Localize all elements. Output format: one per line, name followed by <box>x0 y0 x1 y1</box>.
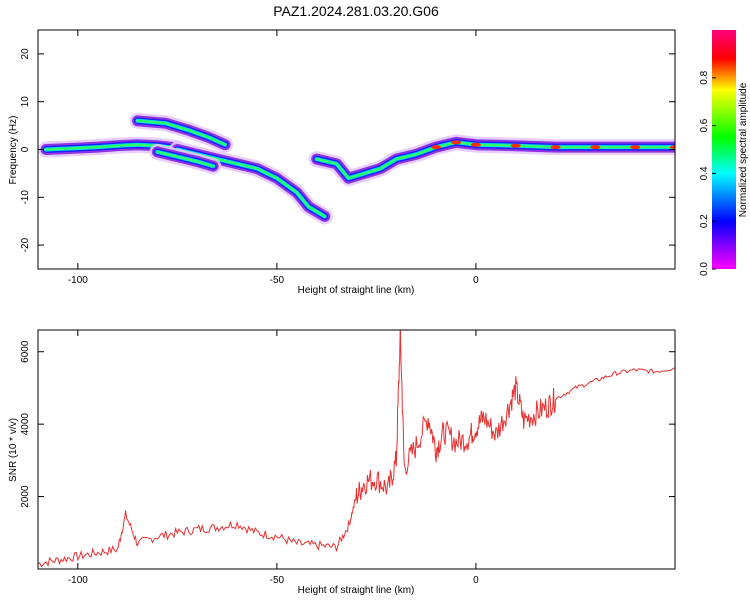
snr-ylabel: SNR (10 * v/v) <box>8 418 19 482</box>
colorbar-tick-label: 0.4 <box>699 166 710 180</box>
heatmap-ytick-label: 20 <box>20 48 31 60</box>
heatmap-xlabel: Height of straight line (km) <box>298 285 415 296</box>
snr-chart: -100 -50 0 2000 4000 6000 Height of straight … <box>8 329 676 596</box>
heatmap-xtick-label: -50 <box>270 275 285 286</box>
heatmap-ytick-label: -20 <box>20 237 31 252</box>
snr-ytick-label: 6000 <box>20 340 31 363</box>
colorbar-ticks: 0.0 0.2 0.4 0.6 0.8 <box>699 70 716 276</box>
colorbar-tick-label: 0.6 <box>699 118 710 132</box>
snr-xtick-label: 0 <box>473 575 479 586</box>
heatmap-ytick-label: -10 <box>20 190 31 205</box>
colorbar-tick-label: 0.2 <box>699 214 710 228</box>
heatmap-ridges <box>38 112 675 225</box>
snr-frame <box>37 329 676 570</box>
snr-ytick-label: 2000 <box>20 485 31 508</box>
snr-ytick-label: 4000 <box>20 413 31 436</box>
snr-plot-area <box>38 330 675 569</box>
heatmap-hotspot <box>470 142 481 147</box>
snr-xtick-label: -50 <box>270 575 285 586</box>
colorbar-bar <box>712 30 736 269</box>
heatmap-hotspot <box>431 145 442 150</box>
heatmap-ytick-label: 10 <box>20 96 31 108</box>
colorbar-tick-label: 0.0 <box>699 262 710 276</box>
heatmap-hotspot <box>590 145 601 150</box>
heatmap-xtick-label: 0 <box>473 275 479 286</box>
heatmap-ylabel: Frequency (Hz) <box>8 116 19 185</box>
colorbar-tick-label: 0.8 <box>699 70 710 84</box>
snr-ticks: -100 -50 0 2000 4000 6000 <box>20 330 675 586</box>
heatmap-hotspot <box>451 140 462 145</box>
colorbar: 0.0 0.2 0.4 0.6 0.8 Normalized spectral ampl… <box>699 30 749 276</box>
heatmap-hotspot <box>670 145 675 150</box>
snr-xlabel: Height of straight line (km) <box>298 585 415 596</box>
snr-xtick-label: -100 <box>68 575 88 586</box>
heatmap-hotspot <box>550 145 561 150</box>
heatmap-hotspot <box>630 145 641 150</box>
heatmap-xtick-label: -100 <box>68 275 88 286</box>
heatmap-ridge-2-layer-4 <box>136 119 227 146</box>
heatmap-hotspot <box>510 143 521 148</box>
figure-title: PAZ1.2024.281.03.20.G06 <box>273 3 439 19</box>
colorbar-label: Normalized spectral amplitude <box>738 82 749 217</box>
heatmap-ridge-3-layer-4 <box>156 150 215 168</box>
heatmap-ytick-label: 0 <box>20 146 31 152</box>
snr-series-line <box>38 330 675 568</box>
